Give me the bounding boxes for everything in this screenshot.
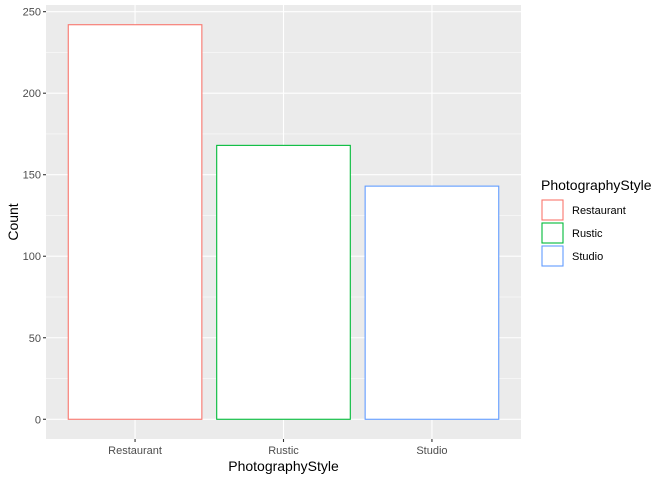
bar-rustic [216, 144, 351, 420]
y-tick-label: 50 [29, 333, 41, 345]
legend-key-restaurant [541, 199, 564, 221]
x-tick-label: Restaurant [108, 445, 162, 457]
legend-key-rustic [541, 222, 564, 244]
y-tick-label: 200 [23, 88, 41, 100]
x-tick-label: Studio [416, 445, 447, 457]
y-tick-label: 0 [35, 414, 41, 426]
legend-label-rustic: Rustic [572, 228, 603, 240]
y-tick-label: 150 [23, 170, 41, 182]
bars [67, 24, 500, 420]
bar-studio [364, 185, 500, 420]
legend-label-restaurant: Restaurant [572, 205, 626, 217]
legend-key-studio [541, 245, 564, 267]
y-tick-label: 100 [23, 251, 41, 263]
bar-restaurant [67, 24, 203, 420]
x-axis-ticks: Restaurant Rustic Studio [108, 439, 448, 457]
y-axis-ticks: 0 50 100 150 200 250 [23, 7, 46, 426]
y-tick-label: 250 [23, 7, 41, 19]
y-axis-title: Count [5, 203, 21, 240]
legend-title: PhotographyStyle [541, 177, 652, 193]
legend-label-studio: Studio [572, 251, 603, 263]
legend: Restaurant Rustic Studio [541, 199, 626, 267]
x-tick-label: Rustic [268, 445, 299, 457]
x-axis-title: PhotographyStyle [228, 458, 339, 474]
